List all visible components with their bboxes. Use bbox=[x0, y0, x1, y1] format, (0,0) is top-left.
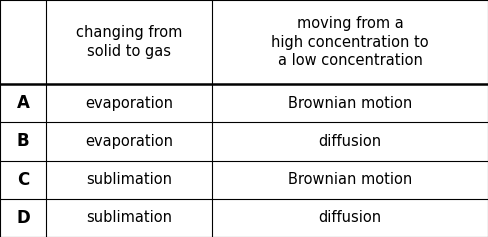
Text: sublimation: sublimation bbox=[86, 172, 172, 187]
Text: evaporation: evaporation bbox=[85, 96, 173, 111]
Text: D: D bbox=[16, 209, 30, 227]
Text: A: A bbox=[17, 94, 30, 112]
Text: changing from
solid to gas: changing from solid to gas bbox=[76, 25, 183, 59]
Text: Brownian motion: Brownian motion bbox=[288, 172, 412, 187]
Text: diffusion: diffusion bbox=[319, 210, 382, 225]
Text: diffusion: diffusion bbox=[319, 134, 382, 149]
Text: B: B bbox=[17, 132, 29, 150]
Text: moving from a
high concentration to
a low concentration: moving from a high concentration to a lo… bbox=[271, 16, 429, 68]
Text: sublimation: sublimation bbox=[86, 210, 172, 225]
Text: evaporation: evaporation bbox=[85, 134, 173, 149]
Text: C: C bbox=[17, 171, 29, 189]
Text: Brownian motion: Brownian motion bbox=[288, 96, 412, 111]
